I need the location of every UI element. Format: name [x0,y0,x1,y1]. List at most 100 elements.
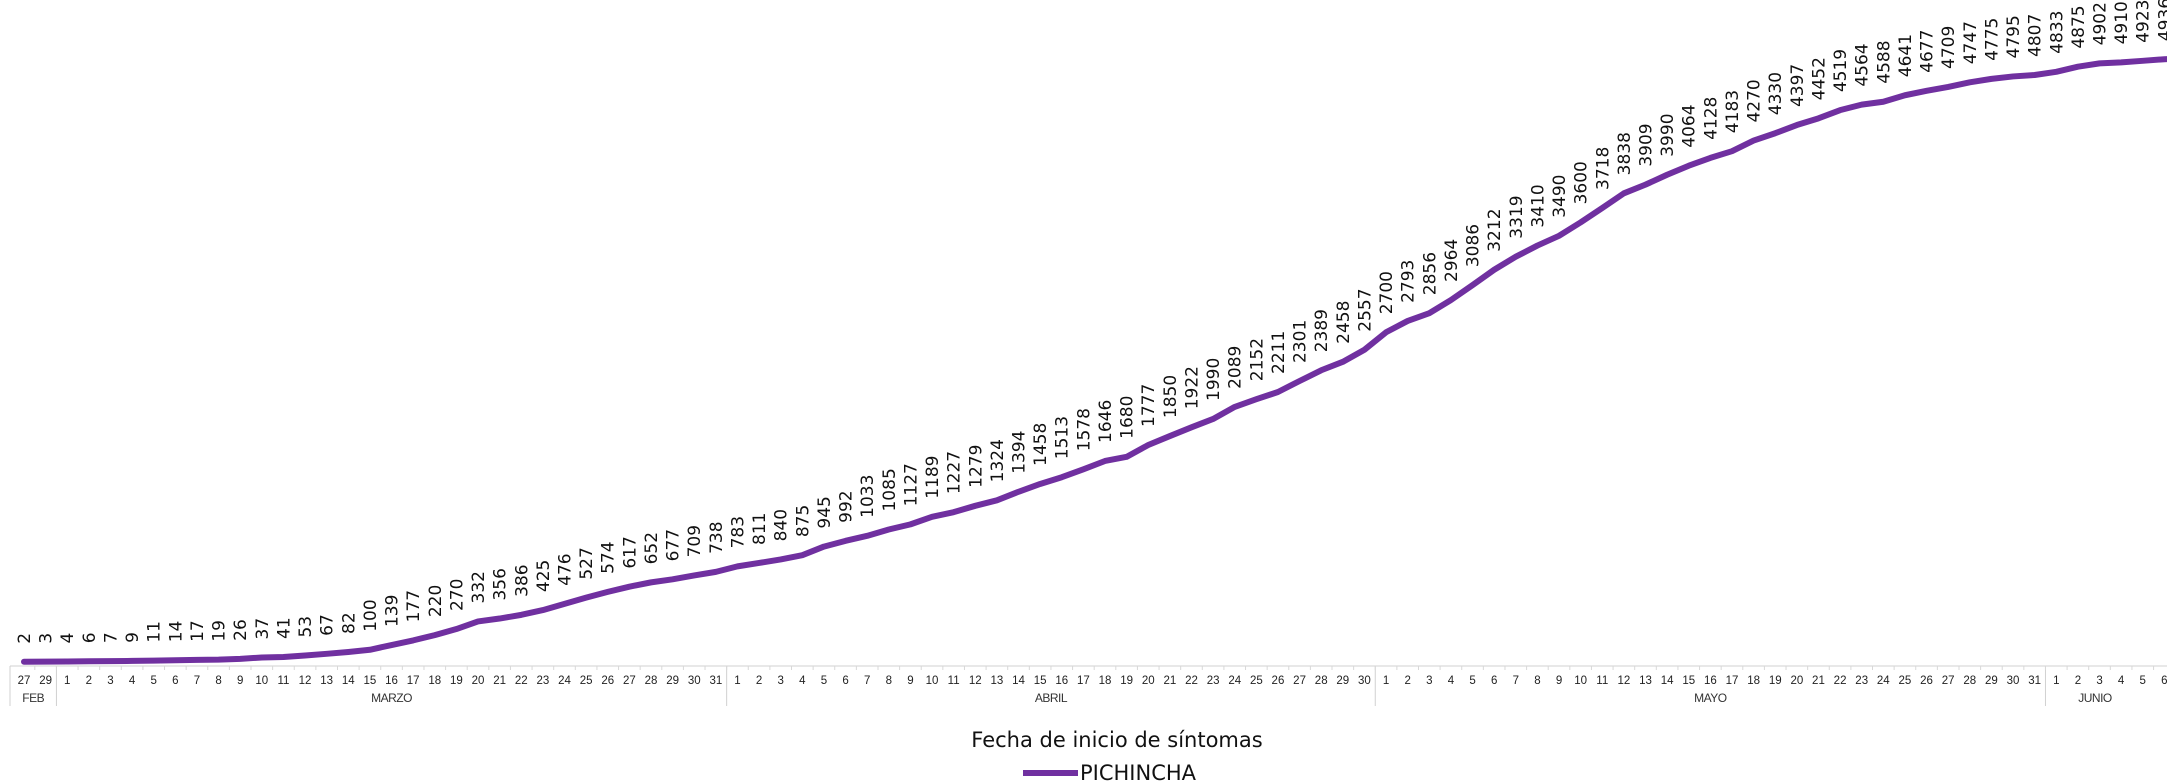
x-tick-label: 25 [1899,675,1912,687]
data-label: 4923 [2134,0,2154,43]
x-tick-label: 9 [237,675,243,687]
data-label: 2458 [1334,301,1354,344]
data-label: 4064 [1680,104,1700,147]
x-tick-label: 9 [907,675,913,687]
data-label: 4564 [1853,43,1873,86]
x-tick-label: 3 [2096,675,2102,687]
x-tick-label: 18 [1099,675,1112,687]
data-label: 4641 [1896,34,1916,77]
x-tick-label: 9 [1556,675,1562,687]
x-tick-label: 30 [1358,675,1371,687]
data-label: 3600 [1572,161,1592,204]
data-label: 11 [145,621,165,643]
data-label: 4 [58,633,78,644]
x-tick-label: 13 [320,675,333,687]
x-tick-label: 2 [1404,675,1410,687]
x-tick-label: 31 [2028,675,2041,687]
x-tick-label: 25 [580,675,593,687]
x-tick-label: 19 [450,675,463,687]
data-label: 4397 [1788,64,1808,107]
data-label: 356 [491,568,511,600]
data-label: 811 [750,513,770,545]
data-label: 270 [447,579,467,611]
x-axis [9,665,2167,706]
data-label: 3212 [1485,208,1505,251]
x-tick-label: 6 [1491,675,1497,687]
x-tick-label: 1 [64,675,70,687]
x-tick-label: 20 [1142,675,1155,687]
data-label: 783 [728,516,748,548]
x-tick-label: 28 [1963,675,1976,687]
x-tick-label: 11 [948,675,960,687]
x-tick-label: 22 [1834,675,1847,687]
x-tick-label: 29 [1336,675,1349,687]
x-tick-label: 15 [1034,675,1047,687]
month-label: JUNIO [2078,691,2112,705]
x-tick-label: 16 [1704,675,1717,687]
data-label: 67 [318,614,338,636]
x-tick-label: 18 [1747,675,1760,687]
x-tick-label: 3 [1426,675,1432,687]
data-label: 2964 [1442,239,1462,282]
data-label: 992 [837,490,857,522]
data-label: 1513 [1053,416,1073,459]
data-label: 425 [534,560,554,592]
data-label: 4183 [1723,90,1743,133]
data-label: 2089 [1226,346,1246,389]
x-tick-label: 10 [1574,675,1587,687]
x-tick-label: 31 [709,675,722,687]
data-label: 738 [707,521,727,553]
month-label: MAYO [1694,691,1727,705]
data-label: 2700 [1377,271,1397,314]
data-label: 1033 [858,475,878,518]
data-label: 4875 [2069,5,2089,48]
x-tick-label: 6 [172,675,178,687]
data-label: 4910 [2112,1,2132,44]
data-label: 2389 [1312,309,1332,352]
x-tick-label: 29 [39,675,52,687]
data-label: 82 [339,612,359,634]
x-tick-label: 23 [1207,675,1220,687]
data-label: 4270 [1745,79,1765,122]
x-tick-label: 2 [86,675,92,687]
data-label: 652 [642,532,662,564]
data-label: 26 [231,619,251,641]
data-label: 1458 [1031,423,1051,466]
data-label: 3490 [1550,175,1570,218]
data-label: 4795 [2004,15,2024,58]
x-tick-label: 1 [734,675,740,687]
x-tick-label: 14 [1661,675,1674,687]
data-label: 3 [37,633,57,644]
data-label: 1850 [1161,375,1181,418]
series-line-pichincha [21,56,2167,665]
x-axis-day-ticks: 27 29 1 2 3 4 5 6 7 8 9 10 11 12 13 14 15 16 17 18 19 20 21 22 2… [18,675,2167,687]
x-tick-label: 17 [1726,675,1739,687]
data-label: 41 [274,617,294,639]
x-tick-label: 12 [969,675,982,687]
data-labels: 2 3 4 6 7 9 11 14 17 19 26 37 41 53 67 82 100 139 177 220 27… [15,0,2167,644]
x-tick-label: 20 [1790,675,1803,687]
x-tick-label: 11 [277,675,289,687]
x-tick-label: 4 [2118,675,2125,687]
data-label: 875 [793,505,813,537]
x-tick-label: 14 [1012,675,1025,687]
x-tick-label: 2 [756,675,762,687]
data-label: 709 [685,525,705,557]
x-tick-label: 15 [364,675,377,687]
x-tick-label: 21 [1812,675,1825,687]
x-tick-label: 15 [1682,675,1695,687]
data-label: 386 [512,564,532,596]
x-tick-label: 7 [1513,675,1519,687]
data-label: 3718 [1593,147,1613,190]
x-tick-label: 6 [842,675,848,687]
x-tick-label: 12 [299,675,312,687]
x-tick-label: 19 [1769,675,1782,687]
x-tick-label: 10 [926,675,939,687]
data-label: 4775 [1982,18,2002,61]
x-tick-label: 5 [151,675,157,687]
data-label: 527 [577,547,597,579]
x-tick-label: 8 [886,675,892,687]
data-label: 3410 [1528,184,1548,227]
data-label: 2152 [1247,338,1267,381]
